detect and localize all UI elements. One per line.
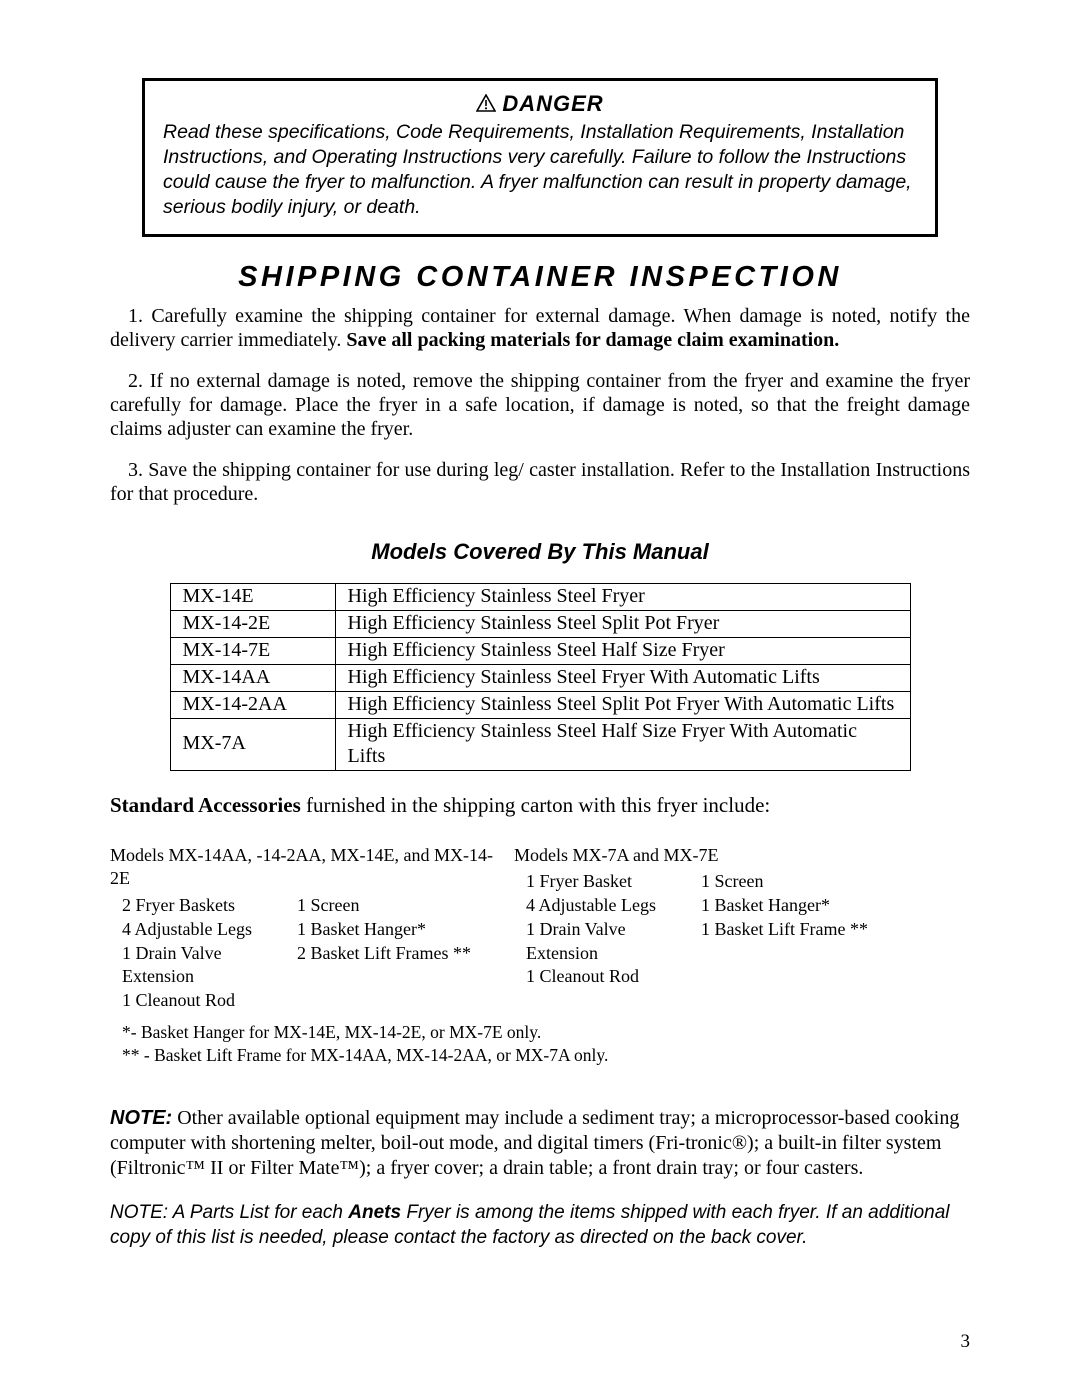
model-desc-cell: High Efficiency Stainless Steel Split Po…: [335, 610, 910, 637]
italic-note-brand: Anets: [348, 1202, 401, 1223]
acc-item: 1 Drain Valve Extension: [514, 918, 701, 966]
models-table: MX-14E High Efficiency Stainless Steel F…: [170, 583, 911, 771]
model-cell: MX-14-7E: [170, 637, 335, 664]
standard-accessories-intro: Standard Accessories furnished in the sh…: [110, 793, 970, 818]
inspection-step-1: 1. Carefully examine the shipping contai…: [110, 304, 970, 353]
model-desc-cell: High Efficiency Stainless Steel Fryer Wi…: [335, 664, 910, 691]
p1-text-bold: Save all packing materials for damage cl…: [346, 329, 839, 351]
danger-title-text: DANGER: [502, 91, 603, 116]
acc-item: [701, 965, 906, 989]
acc-item: 4 Adjustable Legs: [514, 894, 701, 918]
list-item: 4 Adjustable Legs1 Basket Hanger*: [110, 918, 510, 942]
list-item: 1 Cleanout Rod: [514, 965, 924, 989]
model-desc-cell: High Efficiency Stainless Steel Half Siz…: [335, 637, 910, 664]
model-cell: MX-7A: [170, 718, 335, 770]
p2-text: 2. If no external damage is noted, remov…: [110, 370, 970, 441]
note-text: Other available optional equipment may i…: [110, 1107, 959, 1179]
acc-item: 1 Basket Lift Frame **: [701, 918, 906, 966]
p3-text: 3. Save the shipping container for use d…: [110, 459, 970, 505]
std-acc-label: Standard Accessories: [110, 793, 301, 817]
models-table-body: MX-14E High Efficiency Stainless Steel F…: [170, 583, 910, 770]
acc-item: 1 Cleanout Rod: [514, 965, 701, 989]
document-page: DANGER Read these specifications, Code R…: [0, 0, 1080, 1397]
acc-item: 1 Basket Hanger*: [297, 918, 502, 942]
table-row: MX-7A High Efficiency Stainless Steel Ha…: [170, 718, 910, 770]
accessories-right-col: Models MX-7A and MX-7E 1 Fryer Basket1 S…: [514, 844, 924, 1013]
table-row: MX-14-2E High Efficiency Stainless Steel…: [170, 610, 910, 637]
model-cell: MX-14E: [170, 583, 335, 610]
list-item: 1 Cleanout Rod: [110, 989, 510, 1013]
acc-item: 1 Screen: [297, 894, 502, 918]
table-row: MX-14-7E High Efficiency Stainless Steel…: [170, 637, 910, 664]
acc-item: 2 Basket Lift Frames **: [297, 942, 502, 990]
page-number: 3: [961, 1331, 971, 1353]
note-paragraph: NOTE: Other available optional equipment…: [110, 1106, 970, 1181]
acc-item: 1 Cleanout Rod: [110, 989, 297, 1013]
model-desc-cell: High Efficiency Stainless Steel Half Siz…: [335, 718, 910, 770]
acc-item: 1 Basket Hanger*: [701, 894, 906, 918]
acc-item: 1 Drain Valve Extension: [110, 942, 297, 990]
acc-item: 4 Adjustable Legs: [110, 918, 297, 942]
model-desc-cell: High Efficiency Stainless Steel Split Po…: [335, 691, 910, 718]
footnotes: *- Basket Hanger for MX-14E, MX-14-2E, o…: [110, 1021, 970, 1067]
warning-triangle-icon: [476, 92, 496, 118]
table-row: MX-14AA High Efficiency Stainless Steel …: [170, 664, 910, 691]
list-item: 4 Adjustable Legs1 Basket Hanger*: [514, 894, 924, 918]
italic-note: NOTE: A Parts List for each Anets Fryer …: [110, 1201, 970, 1250]
table-row: MX-14-2AA High Efficiency Stainless Stee…: [170, 691, 910, 718]
model-desc-cell: High Efficiency Stainless Steel Fryer: [335, 583, 910, 610]
list-item: 2 Fryer Baskets1 Screen: [110, 894, 510, 918]
danger-title: DANGER: [163, 91, 917, 118]
acc-item: 1 Fryer Basket: [514, 870, 701, 894]
acc-item: 1 Screen: [701, 870, 906, 894]
model-cell: MX-14-2E: [170, 610, 335, 637]
table-row: MX-14E High Efficiency Stainless Steel F…: [170, 583, 910, 610]
acc-right-head: Models MX-7A and MX-7E: [514, 844, 924, 868]
note-label: NOTE:: [110, 1107, 172, 1129]
danger-box: DANGER Read these specifications, Code R…: [142, 78, 938, 237]
model-cell: MX-14AA: [170, 664, 335, 691]
accessories-columns: Models MX-14AA, -14-2AA, MX-14E, and MX-…: [110, 844, 970, 1013]
acc-item: [297, 989, 502, 1013]
footnote-1: *- Basket Hanger for MX-14E, MX-14-2E, o…: [122, 1021, 970, 1044]
models-subsection-title: Models Covered By This Manual: [110, 539, 970, 565]
list-item: 1 Drain Valve Extension2 Basket Lift Fra…: [110, 942, 510, 990]
acc-left-head: Models MX-14AA, -14-2AA, MX-14E, and MX-…: [110, 844, 510, 892]
acc-item: 2 Fryer Baskets: [110, 894, 297, 918]
list-item: 1 Drain Valve Extension1 Basket Lift Fra…: [514, 918, 924, 966]
inspection-step-3: 3. Save the shipping container for use d…: [110, 458, 970, 507]
danger-body-text: Read these specifications, Code Requirem…: [163, 120, 917, 220]
italic-note-pre: NOTE: A Parts List for each: [110, 1202, 348, 1223]
section-title: SHIPPING CONTAINER INSPECTION: [110, 261, 970, 294]
model-cell: MX-14-2AA: [170, 691, 335, 718]
inspection-step-2: 2. If no external damage is noted, remov…: [110, 369, 970, 442]
accessories-left-col: Models MX-14AA, -14-2AA, MX-14E, and MX-…: [110, 844, 510, 1013]
std-acc-rest: furnished in the shipping carton with th…: [301, 793, 771, 817]
list-item: 1 Fryer Basket1 Screen: [514, 870, 924, 894]
footnote-2: ** - Basket Lift Frame for MX-14AA, MX-1…: [122, 1044, 970, 1067]
